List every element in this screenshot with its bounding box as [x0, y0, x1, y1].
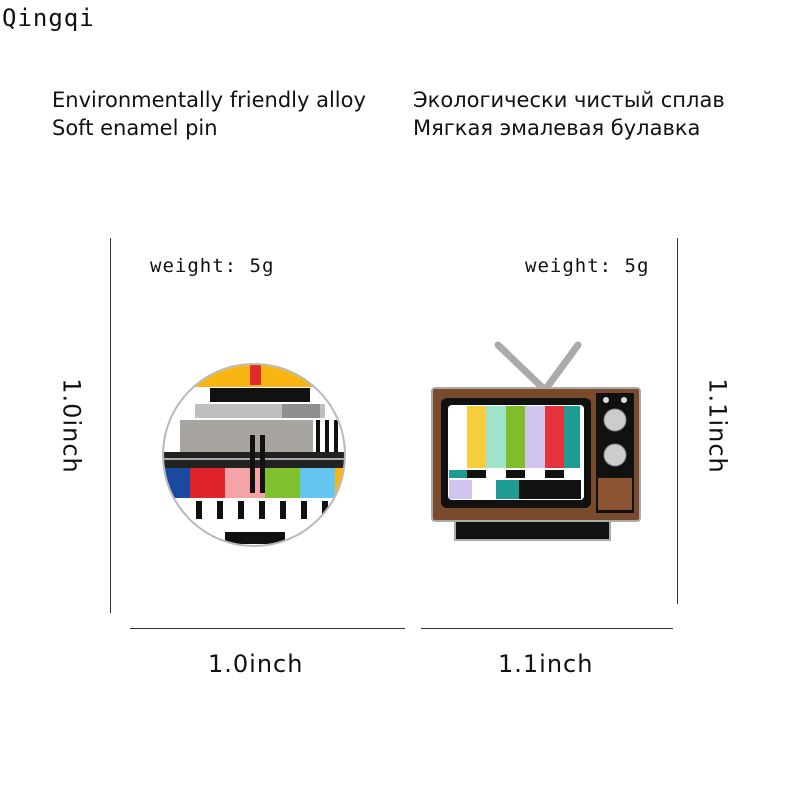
tv-pin-image	[431, 341, 641, 541]
weight-label: weight: 5g	[150, 255, 275, 277]
dimension-line	[110, 238, 111, 613]
round-pin-image	[162, 363, 346, 547]
brand-logo: Qingqi	[2, 4, 95, 32]
width-label: 1.0inch	[208, 650, 304, 678]
description-ru: Экологически чистый сплав Мягкая эмалева…	[413, 86, 725, 142]
description-en-line: Environmentally friendly alloy	[52, 88, 366, 112]
description-en-line: Soft enamel pin	[52, 116, 218, 140]
dimension-line	[130, 628, 405, 629]
description-ru-line: Экологически чистый сплав	[413, 88, 725, 112]
weight-label: weight: 5g	[525, 255, 650, 277]
width-label: 1.1inch	[498, 650, 594, 678]
dimension-line	[677, 238, 678, 604]
dimension-line	[421, 628, 673, 629]
description-ru-line: Мягкая эмалевая булавка	[413, 116, 701, 140]
description-en: Environmentally friendly alloy Soft enam…	[52, 86, 366, 142]
